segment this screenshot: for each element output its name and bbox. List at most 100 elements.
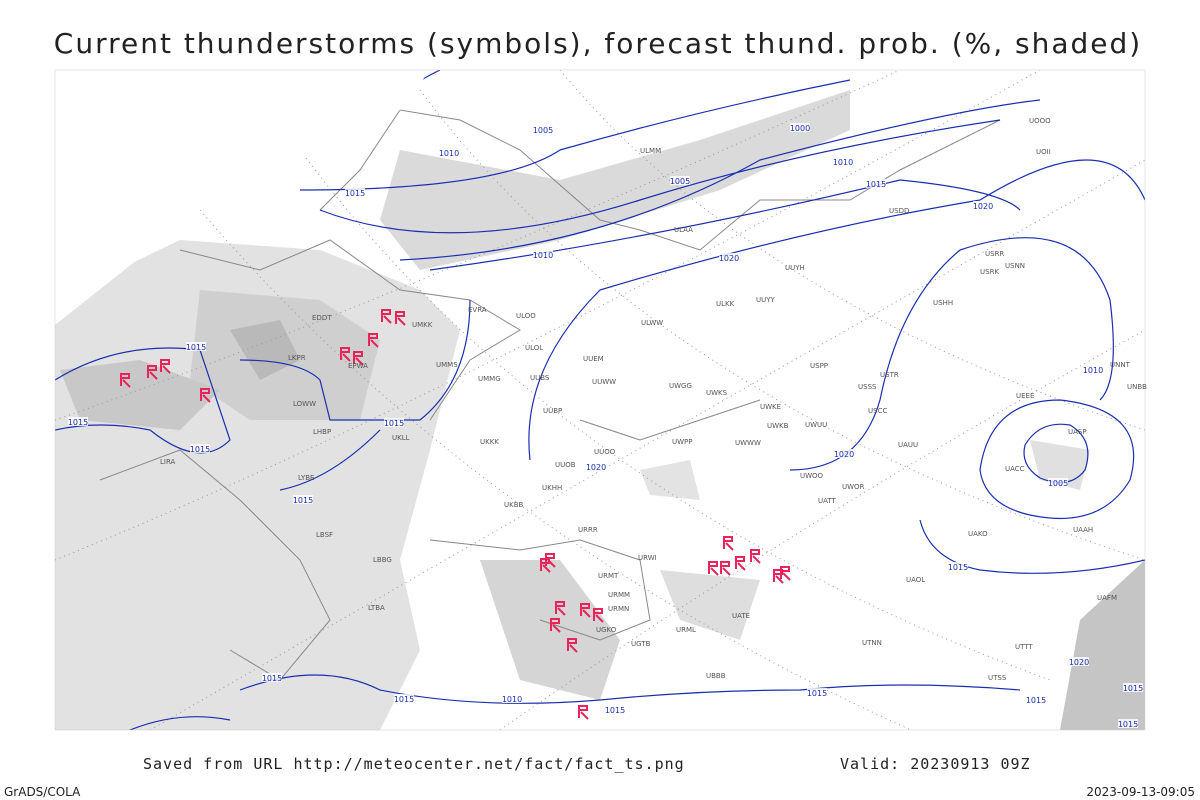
isobar-label-bg [973,201,993,210]
station-code: URWI [638,554,657,562]
timestamp: 2023-09-13-09:05 [1086,785,1195,799]
thunderstorm-symbol [593,608,604,623]
station-code: UWPP [672,438,693,446]
station-code: LIRA [160,458,176,466]
station-code: UWOO [800,472,824,480]
thunderstorm-symbol [723,536,734,551]
isobar-label: 1015 [262,674,282,683]
thunderstorm-symbol [340,347,351,362]
thunderstorm-symbol [550,618,561,633]
station-code: UATT [818,497,837,505]
station-code: UATE [732,612,750,620]
thunderstorm-symbol [160,359,171,374]
station-code: ULOL [525,344,543,352]
isobar-label: 1015 [384,419,404,428]
station-code: UOII [1036,148,1051,156]
thunderstorm-symbol [555,601,566,616]
source-url: Saved from URL http://meteocenter.net/fa… [143,755,685,773]
station-code: LTBA [368,604,385,612]
isobar-label: 1020 [719,254,739,263]
station-code: UKKK [480,438,499,446]
isobar-label: 1015 [866,180,886,189]
isobar-label: 1020 [1069,658,1089,667]
station-code: LBSF [316,531,333,539]
isobar-label-bg [190,444,210,453]
isobar-label-bg [1026,695,1046,704]
station-code: UWWW [735,439,761,447]
isobar-label-bg [605,705,625,714]
station-code: UMMS [436,361,458,369]
isobar-label: 1015 [186,343,206,352]
isobar-label: 1015 [394,695,414,704]
station-labels: EDDT UMKK EVRA ULOO ULOL UUEM ULWW ULKK UUYY UUYH… [160,117,1147,682]
isobar-label: 1015 [293,496,313,505]
station-code: UKBB [504,501,524,509]
station-code: ULAA [674,226,693,234]
isobar-label-bg [345,188,365,197]
thunderstorm-symbol [708,561,719,576]
isobar-label-bg [833,157,853,166]
isobar-label-bg [586,462,606,471]
isobar-label: 1015 [345,189,365,198]
isobar-label: 1015 [1026,696,1046,705]
isobar-label: 1015 [68,418,88,427]
thunderstorm-symbol [750,549,761,564]
thunderstorm-symbol [381,309,392,324]
isobar-label: 1010 [533,251,553,260]
isobar-label: 1015 [807,689,827,698]
thunderstorm-symbol [395,311,406,326]
station-code: USDD [889,207,909,215]
thunderstorm-symbols [120,309,791,720]
station-code: UAKO [968,530,988,538]
isobar-label-bg [262,673,282,682]
station-code: UKHH [542,484,562,492]
thunderstorm-symbol [780,566,791,581]
station-code: URRR [578,526,598,534]
station-code: URML [676,626,696,634]
isobar-label: 1020 [973,202,993,211]
thunderstorm-symbol [580,603,591,618]
station-code: UTTT [1015,643,1033,651]
station-code: USRK [980,268,999,276]
station-code: UACC [1005,465,1025,473]
isobar-label-bg [293,495,313,504]
station-code: UWUU [805,421,827,429]
isobar-label-bg [533,250,553,259]
isobar-label: 1005 [533,126,553,135]
station-code: UGKO [596,626,617,634]
station-code: EVRA [468,306,487,314]
thunderstorm-symbol [120,373,131,388]
station-code: UWKE [760,403,781,411]
station-code: UUBS [530,374,550,382]
thunderstorm-symbol [578,705,589,720]
station-code: UMKK [412,321,433,329]
isobar-label-bg [1118,719,1138,728]
thunderstorm-symbol [567,638,578,653]
station-code: UUYH [785,264,805,272]
isobar-label: 1010 [833,158,853,167]
isobar-label: 1015 [190,445,210,454]
station-code: LHBP [313,428,331,436]
station-code: UWKB [767,422,789,430]
station-code: UUYY [756,296,776,304]
isobar-label-bg [1069,657,1089,666]
station-code: UNNT [1110,361,1131,369]
thunderstorm-symbol [735,556,746,571]
isobar-label-bg [186,342,206,351]
station-code: UTSS [988,674,1007,682]
isobar-label: 1005 [1048,479,1068,488]
station-code: USNN [1005,262,1025,270]
isobar-label-bg [719,253,739,262]
station-code: UWGG [669,382,692,390]
station-code: UUEM [583,355,604,363]
station-code: UAOL [906,576,925,584]
station-code: ULOO [516,312,536,320]
isobar-label: 1020 [834,450,854,459]
station-code: UEEE [1016,392,1034,400]
isobar-label: 1010 [502,695,522,704]
thunderstorm-symbol [353,351,364,366]
map-frame [54,69,1146,731]
isobar-label: 1015 [605,706,625,715]
station-code: UBBB [706,672,726,680]
